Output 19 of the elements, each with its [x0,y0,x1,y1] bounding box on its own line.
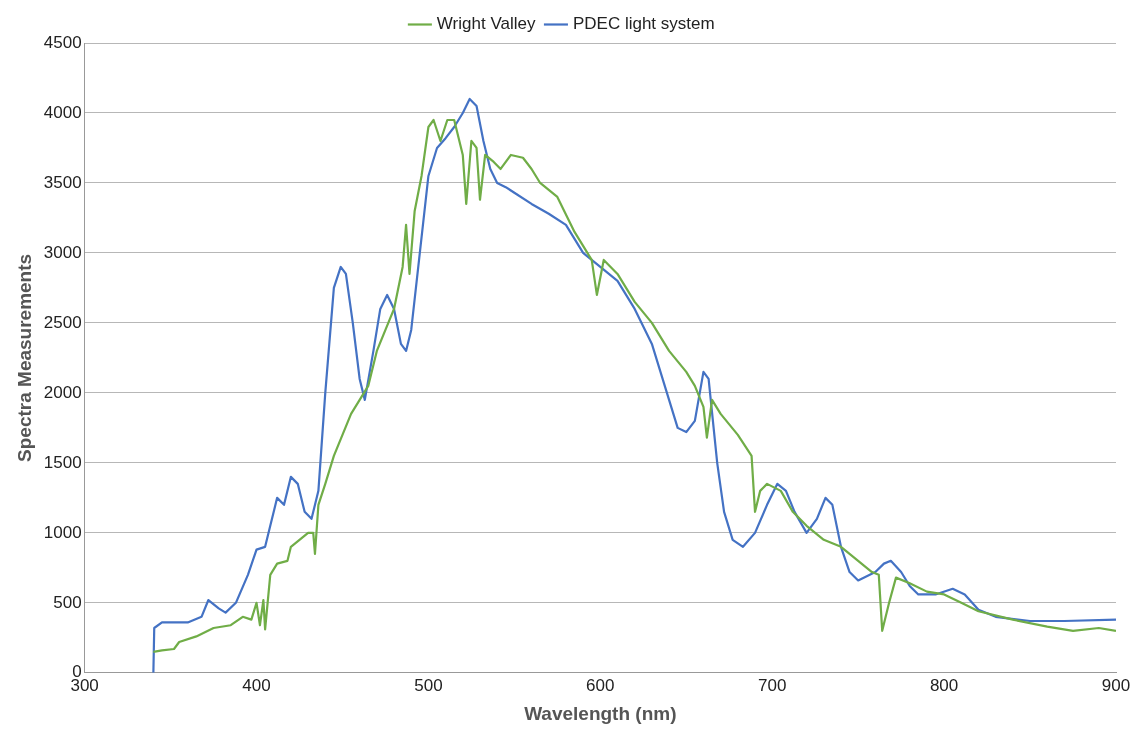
x-tick-label: 700 [758,675,787,695]
y-tick-label: 4000 [43,102,82,122]
y-tick-label: 3000 [43,242,82,262]
y-tick-label: 2500 [43,312,82,332]
y-tick-label: 2000 [43,382,82,402]
legend-label: PDEC light system [572,14,715,34]
x-tick-label: 400 [242,675,271,695]
legend-label: Wright Valley [436,14,536,34]
x-tick-label: 800 [929,675,959,695]
x-tick-label: 900 [1101,675,1131,695]
x-tick-label: 600 [586,675,615,695]
x-tick-label: 500 [414,675,443,695]
y-tick-label: 1000 [43,522,82,542]
y-tick-label: 500 [53,592,82,612]
y-tick-label: 3500 [43,172,82,192]
y-tick-label: 1500 [43,452,82,472]
y-axis-title: Spectra Measurements [13,253,35,462]
x-axis-title: Wavelength (nm) [524,702,677,724]
y-tick-label: 4500 [43,32,82,52]
